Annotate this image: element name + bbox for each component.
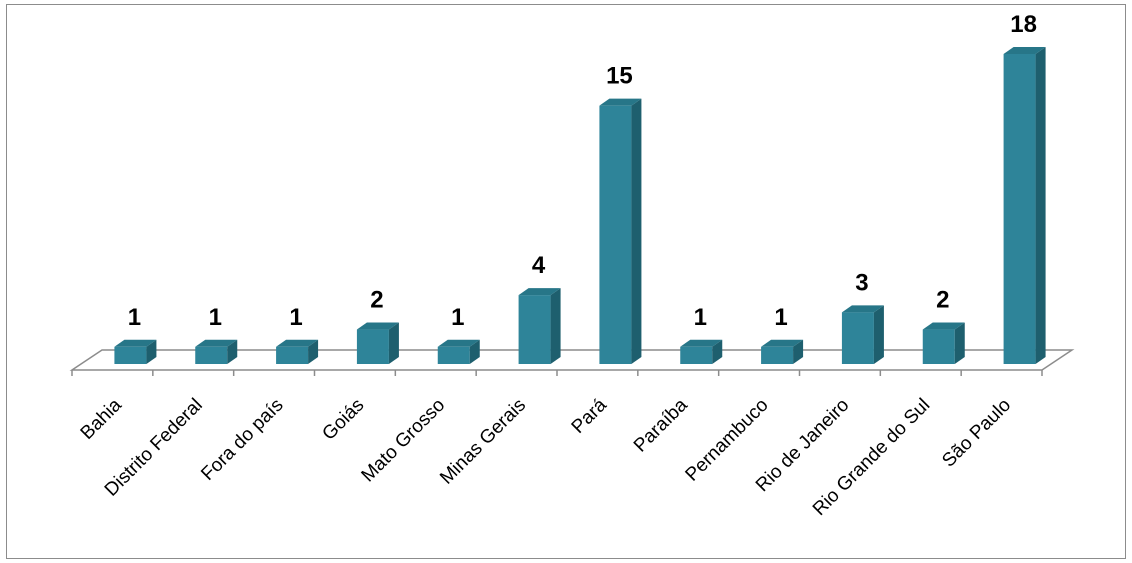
bar-1: [114, 339, 157, 364]
bar-5: [437, 339, 480, 364]
data-label-10: 3: [855, 269, 868, 296]
bar-front: [518, 295, 551, 364]
data-label-1: 1: [128, 304, 141, 331]
bar-front: [599, 105, 632, 365]
category-label-7: Pará: [568, 394, 612, 438]
bar-front: [841, 312, 874, 364]
bar-front: [922, 329, 955, 364]
data-label-6: 4: [532, 252, 546, 279]
bar-top: [114, 339, 157, 347]
data-label-7: 15: [606, 63, 633, 90]
bar-front: [114, 346, 147, 364]
bar-top: [599, 98, 642, 106]
bar-front: [1003, 54, 1036, 364]
data-label-8: 1: [694, 304, 707, 331]
bar-side: [712, 339, 723, 364]
bar-9: [761, 339, 804, 364]
bar-front: [680, 346, 713, 364]
bars: [114, 47, 1046, 365]
data-label-12: 18: [1010, 11, 1037, 38]
bar-top: [437, 339, 480, 347]
bar-front: [437, 346, 470, 364]
bar-side: [388, 322, 399, 364]
bar-side: [550, 288, 561, 364]
bar-12: [1003, 47, 1046, 364]
category-label-12: São Paulo: [938, 395, 1015, 472]
category-label-6: Minas Gerais: [436, 395, 530, 489]
bar-side: [1035, 47, 1046, 364]
bar-front: [761, 346, 794, 364]
bar-top: [356, 322, 399, 330]
bar-side: [308, 339, 319, 364]
bar-side: [954, 322, 965, 364]
data-label-9: 1: [774, 304, 787, 331]
bar-front: [195, 346, 228, 364]
bar-8: [680, 339, 723, 364]
bar-top: [922, 322, 965, 330]
category-label-9: Pernambuco: [682, 395, 773, 486]
bar-side: [631, 98, 642, 365]
chart-frame: [6, 4, 1126, 559]
category-label-1: Bahia: [77, 394, 127, 444]
data-label-5: 1: [451, 304, 464, 331]
bar-top: [680, 339, 723, 347]
bar-side: [793, 339, 804, 364]
bar-7: [599, 98, 642, 365]
data-label-3: 1: [289, 304, 302, 331]
bar-6: [518, 288, 561, 364]
bar-4: [356, 322, 399, 364]
bar-front: [276, 346, 309, 364]
chart-floor: [69, 349, 1075, 376]
category-label-8: Paraíba: [630, 394, 692, 456]
bar-top: [841, 305, 884, 313]
bar-side: [146, 339, 157, 364]
bar-10: [841, 305, 884, 364]
bar-top: [518, 288, 561, 296]
data-labels: 1 1 1 2 1 4 15 1 1 3 2 18: [128, 11, 1037, 331]
category-label-4: Goiás: [319, 395, 369, 445]
bar-2: [195, 339, 238, 364]
data-label-11: 2: [936, 287, 949, 314]
data-label-2: 1: [209, 304, 222, 331]
data-label-4: 2: [370, 287, 383, 314]
category-label-5: Mato Grosso: [358, 395, 450, 487]
bar-top: [761, 339, 804, 347]
bar-side: [873, 305, 884, 364]
category-label-3: Fora do país: [197, 395, 287, 485]
bar-side: [469, 339, 480, 364]
bar-3: [276, 339, 319, 364]
bar-side: [227, 339, 238, 364]
bar-top: [1003, 47, 1046, 54]
bar-top: [276, 339, 319, 347]
bar-front: [356, 329, 389, 364]
bar-top: [195, 339, 238, 347]
bar-11: [922, 322, 965, 364]
